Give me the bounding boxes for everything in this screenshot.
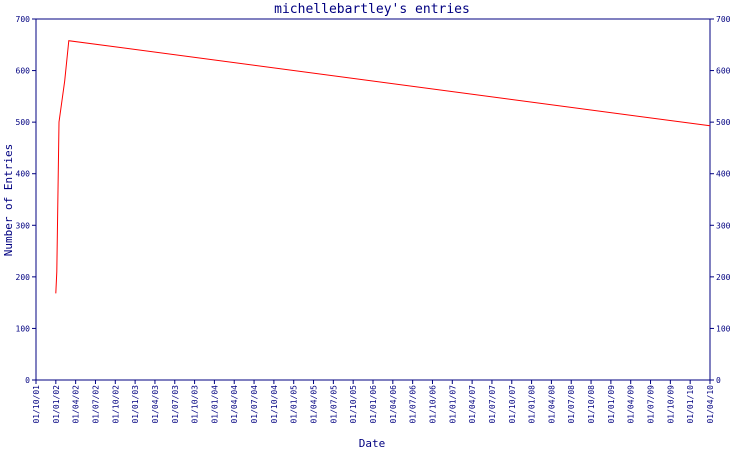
x-tick-label: 01/07/02	[91, 385, 100, 424]
y-tick-label-right: 200	[716, 273, 731, 282]
y-tick-label-left: 400	[16, 170, 31, 179]
y-tick-label-right: 500	[716, 118, 731, 127]
x-tick-label: 01/04/09	[627, 385, 636, 424]
x-axis-ticks: 01/10/01 01/01/02 01/04/02 01/07/02 01/10/02…	[32, 380, 715, 424]
x-tick-label: 01/04/04	[230, 385, 239, 424]
y-tick-label-right: 400	[716, 170, 731, 179]
y-tick-label-right: 100	[716, 324, 731, 333]
x-tick-label: 01/01/08	[528, 385, 537, 424]
y-tick-label-right: 300	[716, 221, 731, 230]
y-tick-label-right: 0	[716, 376, 721, 385]
x-tick-label: 01/10/04	[270, 385, 279, 424]
x-tick-label: 01/04/03	[151, 385, 160, 424]
y-tick-label-left: 500	[16, 118, 31, 127]
y-tick-label-right: 600	[716, 67, 731, 76]
x-tick-label: 01/07/04	[250, 385, 259, 424]
x-tick-label: 01/10/09	[666, 385, 675, 424]
x-tick-label: 01/07/03	[171, 385, 180, 424]
x-tick-label: 01/01/04	[210, 385, 219, 424]
x-tick-label: 01/10/06	[428, 385, 437, 424]
chart-title: michellebartley's entries	[274, 2, 470, 17]
x-tick-label: 01/07/06	[409, 385, 418, 424]
plot-frame	[35, 18, 711, 381]
y-tick-label-left: 200	[16, 273, 31, 282]
y-tick-label-left: 300	[16, 221, 31, 230]
x-tick-label: 01/04/10	[706, 385, 715, 424]
x-tick-label: 01/01/06	[369, 385, 378, 424]
x-tick-label: 01/01/05	[290, 385, 299, 424]
y-tick-label-left: 0	[25, 376, 30, 385]
x-tick-label: 01/07/07	[488, 385, 497, 424]
x-tick-label: 01/07/08	[567, 385, 576, 424]
x-tick-label: 01/04/08	[547, 385, 556, 424]
entries-line	[55, 40, 711, 294]
y-tick-label-right: 700	[716, 15, 731, 24]
x-tick-label: 01/01/07	[448, 385, 457, 424]
x-tick-label: 01/01/02	[52, 385, 61, 424]
x-tick-label: 01/04/06	[389, 385, 398, 424]
series-group	[55, 40, 711, 294]
x-tick-label: 01/10/03	[191, 385, 200, 424]
x-tick-label: 01/01/03	[131, 385, 140, 424]
x-tick-label: 01/01/10	[686, 385, 695, 424]
x-tick-label: 01/10/05	[349, 385, 358, 424]
x-tick-label: 01/01/09	[607, 385, 616, 424]
x-tick-label: 01/10/08	[587, 385, 596, 424]
x-tick-label: 01/10/07	[508, 385, 517, 424]
x-tick-label: 01/04/07	[468, 385, 477, 424]
y-tick-label-left: 100	[16, 324, 31, 333]
y-axis-label: Number of Entries	[2, 144, 15, 257]
x-tick-label: 01/04/05	[310, 385, 319, 424]
x-tick-label: 01/07/05	[329, 385, 338, 424]
x-tick-label: 01/10/01	[32, 385, 41, 424]
x-tick-label: 01/10/02	[111, 385, 120, 424]
x-tick-label: 01/07/09	[647, 385, 656, 424]
x-tick-label: 01/04/02	[72, 385, 81, 424]
y-tick-label-left: 700	[16, 15, 31, 24]
y-tick-label-left: 600	[16, 67, 31, 76]
x-axis-label: Date	[359, 437, 386, 450]
y-axis-ticks: 0 0 100 100 200 200 300 300 400 400 500 500 600 600 70…	[16, 15, 731, 385]
